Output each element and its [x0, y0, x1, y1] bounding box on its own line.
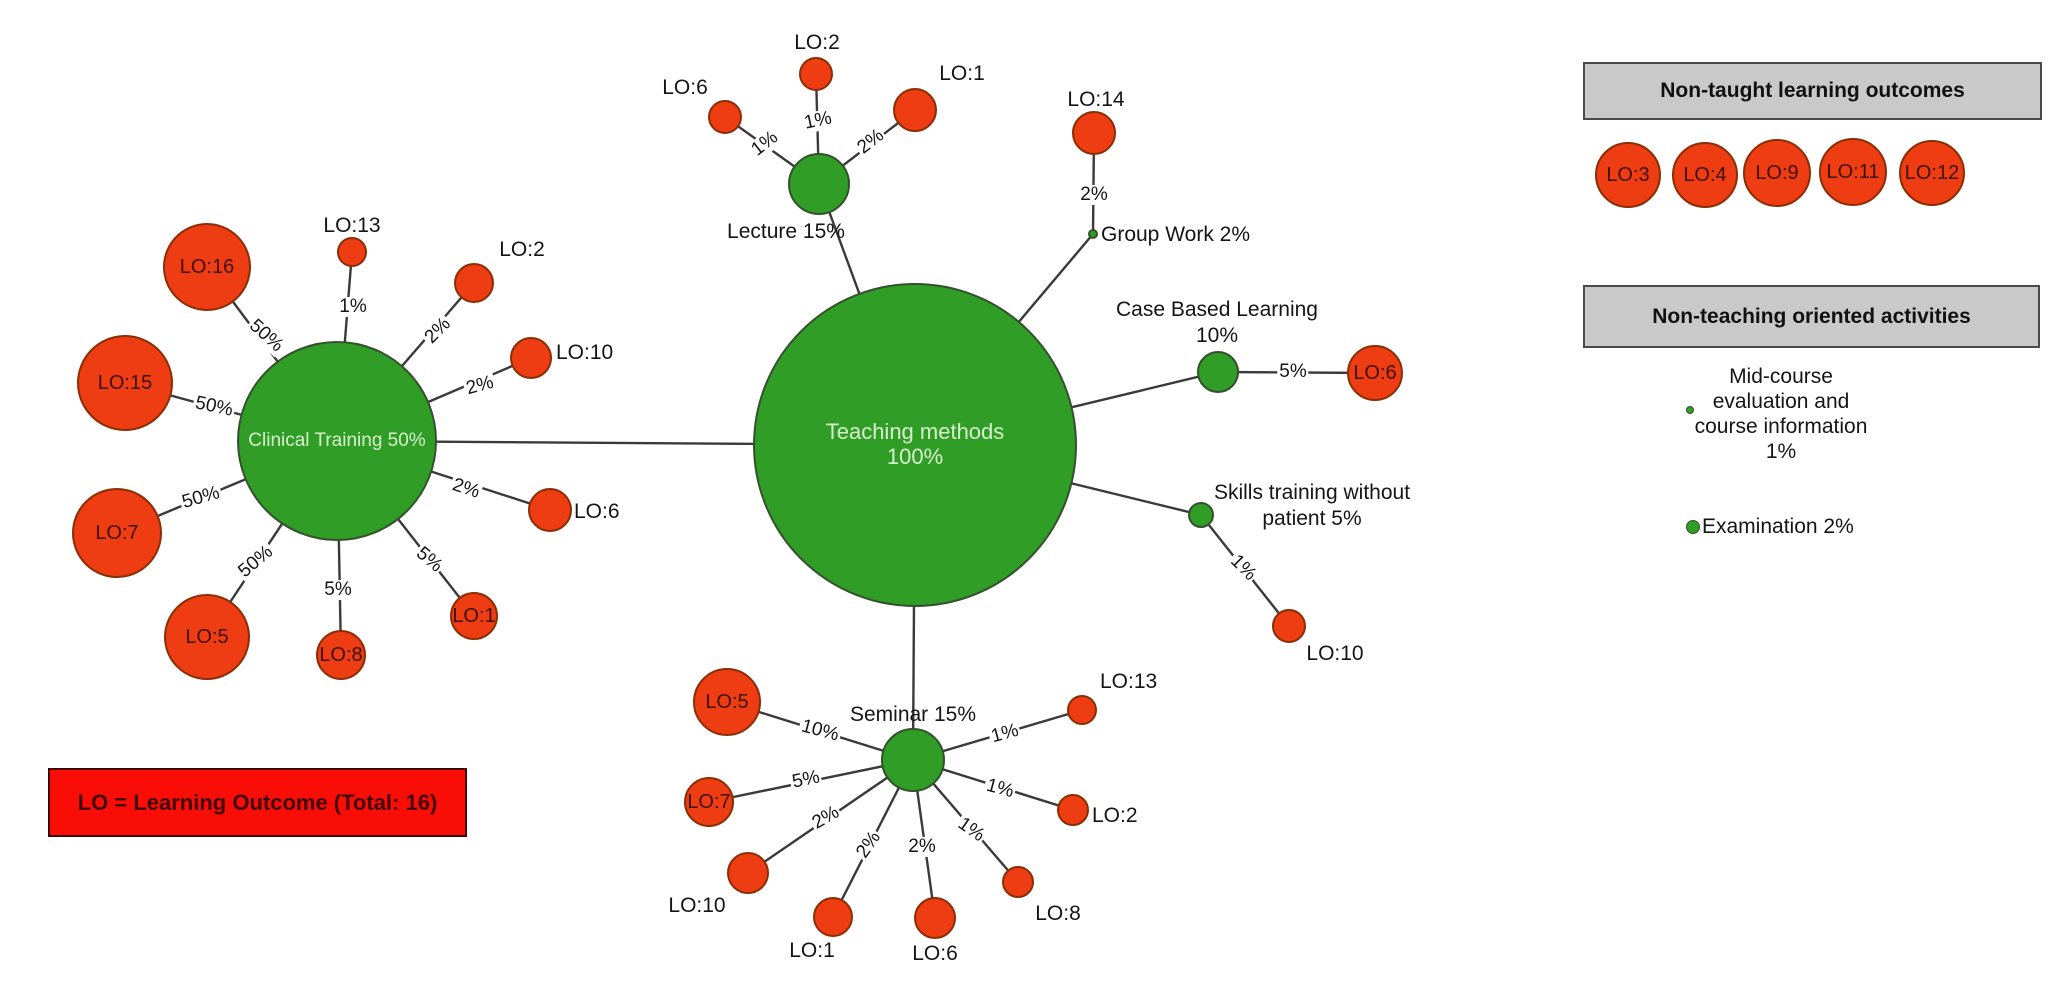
- node-c-lo10: [510, 337, 552, 379]
- label-se-lo10: LO:10: [668, 893, 726, 917]
- node-exam-dot: [1686, 520, 1700, 534]
- node-c-lo6: [528, 488, 572, 532]
- mid-course-evaluation-label: Mid-course evaluation and course informa…: [1694, 365, 1868, 463]
- node-lg-lo12: LO:12: [1899, 140, 1965, 206]
- label-skills: Skills training without patient 5%: [1213, 480, 1411, 530]
- label-teaching: Teaching methods 100%: [825, 419, 1005, 469]
- node-skills: [1188, 502, 1214, 528]
- label-cbl: Case Based Learning 10%: [1116, 297, 1318, 347]
- non-taught-outcomes-title: Non-taught learning outcomes: [1660, 79, 1965, 102]
- node-cbl: [1197, 351, 1239, 393]
- label-c-lo8: LO:8: [319, 643, 363, 666]
- node-lg-lo9: LO:9: [1743, 139, 1811, 207]
- label-lg-lo9: LO:9: [1755, 161, 1799, 184]
- node-c-lo16: LO:16: [163, 223, 251, 311]
- node-c-lo8: LO:8: [316, 630, 366, 680]
- label-groupwork: Group Work 2%: [1101, 222, 1250, 246]
- label-c-lo15: LO:15: [97, 371, 153, 394]
- node-groupwork: [1088, 229, 1098, 239]
- label-l-lo6: LO:6: [662, 75, 708, 99]
- label-s-lo10: LO:10: [1306, 641, 1364, 665]
- label-lg-lo12: LO:12: [1904, 161, 1960, 184]
- node-lg-lo4: LO:4: [1672, 142, 1738, 208]
- node-se-lo5: LO:5: [693, 668, 761, 736]
- node-l-lo2: [799, 57, 833, 91]
- label-lg-lo11: LO:11: [1826, 160, 1880, 183]
- node-c-lo2: [454, 263, 494, 303]
- label-c-lo2: LO:2: [499, 237, 545, 261]
- label-lg-lo4: LO:4: [1683, 163, 1727, 186]
- node-c-lo7: LO:7: [72, 488, 162, 578]
- edge-label-clinical-c-lo8: 5%: [322, 579, 354, 601]
- label-c-lo10: LO:10: [556, 340, 614, 364]
- node-lecture: [788, 153, 850, 215]
- node-se-lo8: [1002, 866, 1034, 898]
- edge-label-cbl-b-lo6: 5%: [1277, 361, 1309, 383]
- node-c-lo13: [337, 237, 367, 267]
- node-se-lo7: LO:7: [684, 777, 734, 827]
- label-lg-lo3: LO:3: [1606, 163, 1650, 186]
- non-teaching-activities-header: Non-teaching oriented activities: [1583, 285, 2040, 348]
- node-clinical: Clinical Training 50%: [237, 341, 437, 541]
- label-b-lo6: LO:6: [1353, 361, 1397, 384]
- label-se-lo7: LO:7: [687, 790, 731, 813]
- node-c-lo15: LO:15: [77, 335, 173, 431]
- node-l-lo6: [708, 100, 742, 134]
- edge-label-clinical-c-lo13: 1%: [337, 296, 369, 318]
- node-se-lo6: [914, 897, 956, 939]
- non-taught-outcomes-header: Non-taught learning outcomes: [1583, 62, 2042, 120]
- edge-label-seminar-se-lo6: 2%: [906, 836, 938, 858]
- node-lg-lo3: LO:3: [1595, 142, 1661, 208]
- node-mid-dot: [1686, 406, 1694, 414]
- label-c-lo7: LO:7: [95, 521, 139, 544]
- node-l-lo1: [893, 88, 937, 132]
- node-c-lo5: LO:5: [164, 594, 250, 680]
- node-se-lo2: [1057, 794, 1089, 826]
- label-lecture: Lecture 15%: [727, 219, 845, 243]
- label-c-lo16: LO:16: [179, 255, 235, 278]
- node-lg-lo11: LO:11: [1819, 138, 1887, 206]
- label-se-lo8: LO:8: [1035, 901, 1081, 925]
- label-se-lo2: LO:2: [1092, 803, 1138, 827]
- lo-definition-text: LO = Learning Outcome (Total: 16): [77, 789, 438, 815]
- node-se-lo1: [813, 897, 853, 937]
- label-c-lo6: LO:6: [574, 499, 620, 523]
- lo-definition-note: LO = Learning Outcome (Total: 16): [48, 768, 467, 837]
- label-c-lo13: LO:13: [323, 213, 381, 237]
- node-b-lo6: LO:6: [1347, 345, 1403, 401]
- node-teaching: Teaching methods 100%: [753, 283, 1077, 607]
- label-se-lo1: LO:1: [789, 938, 835, 962]
- label-l-lo2: LO:2: [794, 30, 840, 54]
- label-se-lo13: LO:13: [1100, 669, 1158, 693]
- node-s-lo10: [1272, 609, 1306, 643]
- label-l-lo1: LO:1: [939, 61, 985, 85]
- label-clinical: Clinical Training 50%: [248, 430, 426, 452]
- label-seminar: Seminar 15%: [849, 702, 977, 726]
- edge-label-groupwork-g-lo14: 2%: [1078, 184, 1110, 206]
- node-seminar: [881, 728, 945, 792]
- non-teaching-activities-title: Non-teaching oriented activities: [1652, 304, 1971, 328]
- node-se-lo10: [727, 852, 769, 894]
- label-se-lo6: LO:6: [912, 941, 958, 965]
- node-g-lo14: [1072, 111, 1116, 155]
- node-se-lo13: [1067, 695, 1097, 725]
- node-c-lo1: LO:1: [450, 592, 498, 640]
- examination-label: Examination 2%: [1702, 515, 1854, 538]
- label-c-lo5: LO:5: [185, 625, 229, 648]
- label-se-lo5: LO:5: [705, 690, 749, 713]
- label-c-lo1: LO:1: [452, 604, 496, 627]
- label-g-lo14: LO:14: [1067, 87, 1125, 111]
